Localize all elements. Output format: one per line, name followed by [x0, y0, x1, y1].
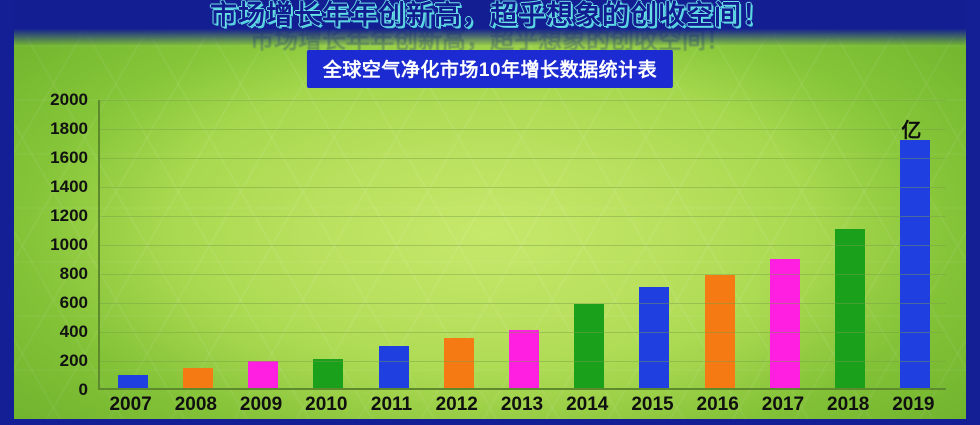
bar-column [248, 361, 279, 388]
bar-series [100, 100, 946, 388]
bar [704, 274, 735, 388]
x-tick-label: 2012 [435, 394, 478, 415]
bar [313, 359, 344, 388]
y-tick-label: 600 [59, 293, 88, 312]
bar [443, 337, 474, 388]
x-tick-label: 2009 [239, 394, 283, 415]
y-tick-label: 0 [78, 380, 88, 399]
gridline [100, 303, 946, 304]
left-edge-bar [0, 0, 14, 425]
top-banner [0, 0, 980, 46]
bar [182, 367, 213, 388]
bar [769, 258, 800, 388]
x-tick-label: 2016 [696, 394, 739, 415]
y-tick-label: 1200 [50, 206, 88, 225]
plot-area [98, 100, 946, 390]
x-tick-label: 2014 [566, 394, 609, 415]
bar [900, 140, 931, 388]
gridline [100, 332, 946, 333]
gridline [100, 245, 946, 246]
x-axis-labels: 2007 2008 2009 2010 2011 2012 2013 2014 2015 2016… [98, 394, 946, 422]
bar-column [704, 274, 735, 388]
right-edge-bar [966, 0, 980, 425]
headline-ghost-text: 市场增长年年创新高，超乎想象的创收空间！ [250, 27, 730, 54]
y-tick-label: 1600 [50, 148, 88, 167]
gridline [100, 100, 946, 101]
y-tick-label: 1000 [50, 235, 88, 254]
x-tick-label: 2019 [892, 394, 935, 415]
x-tick-label: 2007 [109, 394, 152, 415]
x-tick-label: 2008 [174, 394, 217, 415]
bar [639, 286, 670, 388]
y-tick-label: 1400 [50, 177, 88, 196]
gridline [100, 187, 946, 188]
gridline [100, 158, 946, 159]
bar [248, 361, 279, 388]
bottom-edge-bar [0, 419, 980, 425]
bar [378, 345, 409, 388]
y-tick-label: 200 [59, 351, 88, 370]
unit-label: 亿 [901, 120, 922, 143]
bar-column [378, 345, 409, 388]
bar-column [835, 228, 866, 388]
bar [117, 374, 148, 388]
x-tick-label: 2018 [827, 394, 870, 415]
bar-column [574, 303, 605, 388]
bar-column [117, 374, 148, 388]
y-tick-label: 400 [59, 322, 88, 341]
x-tick-label: 2013 [500, 394, 544, 415]
gridline [100, 129, 946, 130]
gridline [100, 216, 946, 217]
bar-column [900, 140, 931, 388]
bar-column [769, 258, 800, 388]
bar-column [182, 367, 213, 388]
x-tick-label: 2017 [761, 394, 805, 415]
bar-column [313, 359, 344, 388]
x-tick-label: 2011 [370, 394, 413, 415]
bar-column [443, 337, 474, 388]
gridline [100, 274, 946, 275]
chart-title-badge: 全球空气净化市场10年增长数据统计表 [306, 50, 674, 88]
headline-text: 市场增长年年创新高，超乎想象的创收空间！ [210, 0, 770, 30]
bar [574, 303, 605, 388]
bar [509, 330, 539, 388]
x-tick-label: 2010 [305, 394, 348, 415]
x-tick-label: 2015 [631, 394, 674, 415]
y-tick-label: 1800 [50, 119, 88, 138]
y-tick-label: 800 [59, 264, 88, 283]
y-tick-label: 2000 [50, 90, 88, 109]
bar [835, 228, 866, 388]
gridline [100, 361, 946, 362]
y-axis-labels: 0 200 400 600 800 1000 1200 1400 1600 1800 2000 [0, 90, 96, 399]
bar-column [509, 330, 539, 388]
bar-column [639, 286, 670, 388]
